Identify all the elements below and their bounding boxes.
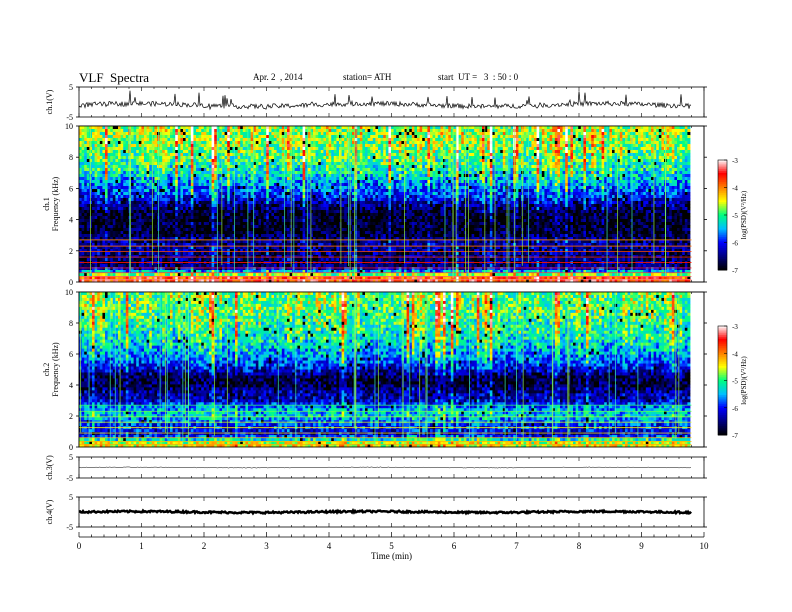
colorbar-tick-label: -4: [732, 350, 738, 358]
y-tick-label: 2: [69, 412, 73, 421]
time-tick-label: 1: [139, 541, 144, 551]
time-axis-label: Time (min): [371, 551, 412, 561]
y-tick-label: 0: [69, 278, 73, 287]
y-axis-label: ch.4(V): [45, 499, 54, 524]
y-tick-label: 4: [69, 381, 73, 390]
y-tick-label: 6: [69, 184, 73, 193]
colorbar-tick-label: -7: [732, 267, 738, 275]
time-tick-label: 10: [700, 541, 710, 551]
time-tick-label: 2: [202, 541, 207, 551]
colorbar-label: log(PSD)(V²/Hz): [740, 356, 748, 405]
y-tick-label: 2: [69, 247, 73, 256]
y-axis-label: ch.1(V): [45, 89, 54, 114]
y-tick-label: 8: [69, 153, 73, 162]
ch1-spectrogram: [79, 126, 692, 282]
y-tick-label: 4: [69, 216, 73, 225]
colorbar-tick-label: -6: [732, 405, 738, 413]
y-tick-label: 5: [69, 83, 73, 92]
y-axis-label: ch.2: [42, 363, 51, 377]
y-tick-label: 0: [69, 443, 73, 452]
y-axis-label: Frequency (kHz): [51, 176, 60, 231]
y-tick-label: 5: [69, 453, 73, 462]
y-axis-label: ch.3(V): [45, 455, 54, 480]
y-tick-label: -5: [66, 474, 73, 483]
time-tick-label: 7: [514, 541, 519, 551]
ch4-waveform: [79, 511, 691, 514]
time-tick-label: 6: [452, 541, 457, 551]
plot-svg: 5-5ch.1(V)0246810ch.1 Frequency (kHz)0246…: [0, 0, 792, 612]
colorbar-tick-label: -7: [732, 432, 738, 440]
time-tick-label: 8: [577, 541, 582, 551]
y-axis-label: Frequency (kHz): [51, 342, 60, 397]
y-tick-label: -5: [66, 523, 73, 532]
y-tick-label: 10: [65, 122, 73, 131]
time-tick-label: 3: [264, 541, 269, 551]
colorbar-tick-label: -5: [732, 212, 738, 220]
time-tick-label: 9: [639, 541, 644, 551]
y-tick-label: 8: [69, 319, 73, 328]
colorbar-tick-label: -6: [732, 240, 738, 248]
ch2-spectrogram: [79, 292, 692, 447]
y-tick-label: 10: [65, 288, 73, 297]
colorbar-tick-label: -4: [732, 185, 738, 193]
time-tick-label: 0: [77, 541, 82, 551]
y-axis-label: ch.1: [42, 197, 51, 211]
time-tick-label: 4: [327, 541, 332, 551]
ch1-waveform: [79, 91, 691, 110]
colorbar-label: log(PSD)(V²/Hz): [740, 190, 748, 239]
colorbar-tick-label: -3: [732, 157, 738, 165]
time-tick-label: 5: [389, 541, 394, 551]
colorbar-tick-label: -5: [732, 378, 738, 386]
vlf-spectra-figure: VLF Spectra Apr. 2 , 2014 station= ATH s…: [0, 0, 792, 612]
y-tick-label: 6: [69, 350, 73, 359]
y-tick-label: 5: [69, 493, 73, 502]
y-tick-label: -5: [66, 113, 73, 122]
colorbar-tick-label: -3: [732, 323, 738, 331]
ch3-waveform: [79, 467, 691, 468]
